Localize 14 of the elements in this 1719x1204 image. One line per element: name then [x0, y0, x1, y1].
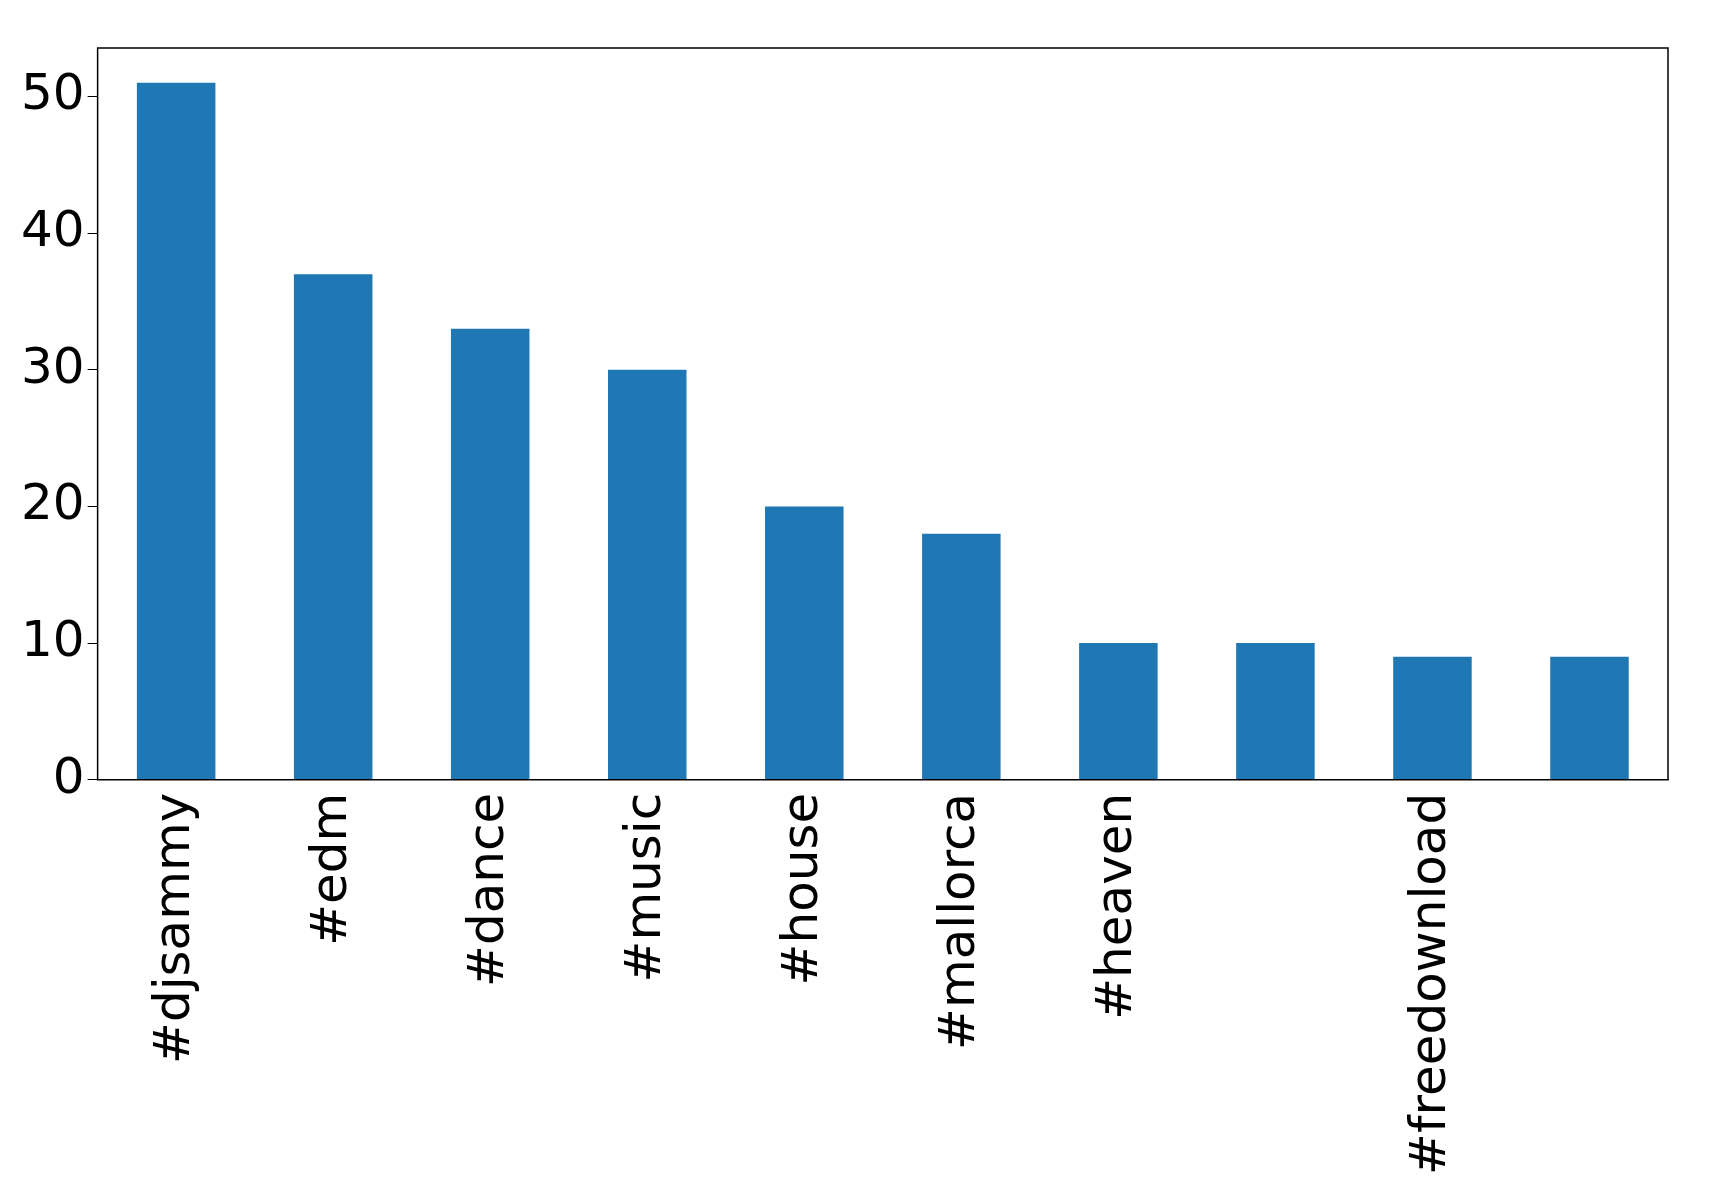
y-tick-label: 10 — [21, 610, 85, 669]
x-tick-label: #freedownload — [1399, 792, 1458, 1176]
y-tick-label: 0 — [52, 746, 85, 805]
x-tick-label: #dance — [457, 792, 516, 987]
x-tick-label: #edm — [300, 792, 359, 946]
y-tick-label: 40 — [21, 200, 85, 259]
y-tick-label: 20 — [21, 473, 85, 532]
y-tick-label: 50 — [21, 63, 85, 122]
x-tick-label: #heaven — [1085, 792, 1144, 1020]
x-tick-label: #house — [771, 792, 830, 986]
y-tick-label: 30 — [21, 336, 85, 395]
x-tick-label: #music — [614, 792, 673, 983]
x-tick-label: #djsammy — [143, 792, 202, 1064]
x-tick-label: #mallorca — [928, 792, 987, 1050]
